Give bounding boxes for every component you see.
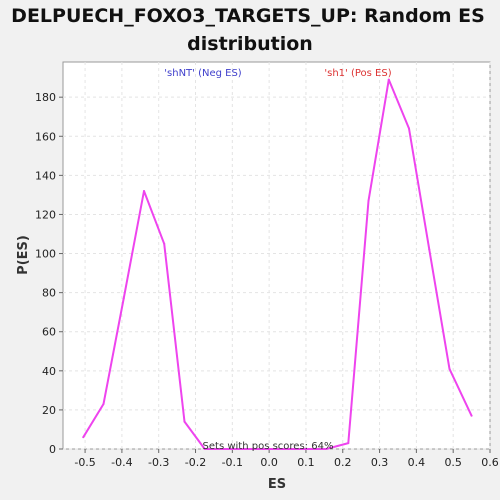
chart-title-line-2: distribution [187,33,313,55]
x-tick-label: 0.5 [444,456,462,469]
x-tick-label: 0.4 [408,456,426,469]
data-point [448,367,451,370]
data-point [203,448,206,450]
x-axis-label: ES [268,477,286,492]
data-point [183,420,186,423]
data-point [408,127,411,130]
x-tick-label: 0.0 [260,456,278,469]
y-tick-label: 60 [42,326,56,339]
data-point [428,248,431,251]
pos-scores-annotation: Sets with pos scores: 64% [203,441,334,452]
y-tick-label: 80 [42,287,56,300]
data-point [284,448,287,450]
x-tick-label: -0.1 [222,456,243,469]
data-point [387,78,390,81]
axis-ticks: -0.5 -0.4 -0.3 -0.2 -0.1 0.0 0.1 0.2 0.3 0.4 0.5 0.… [35,91,499,469]
pos-es-label: 'sh1' (Pos ES) [324,68,391,79]
x-tick-label: -0.4 [111,456,132,469]
series-layer [82,78,473,450]
y-tick-label: 160 [35,130,56,143]
plot-area [62,61,491,450]
x-tick-label: -0.2 [185,456,206,469]
data-point [264,448,267,450]
data-point [163,242,166,245]
x-tick-label: 0.2 [334,456,352,469]
data-point [122,297,125,300]
y-tick-label: 20 [42,404,56,417]
y-axis-label: P(ES) [16,235,31,275]
x-tick-label: 0.3 [371,456,389,469]
y-tick-label: 40 [42,365,56,378]
neg-es-label: 'shNT' (Neg ES) [164,68,242,79]
y-tick-label: 140 [35,169,56,182]
y-tick-label: 180 [35,91,56,104]
x-tick-label: -0.5 [74,456,95,469]
data-point [223,448,226,450]
data-point [325,448,328,450]
data-point [347,442,350,445]
x-tick-label: 0.1 [297,456,315,469]
data-point [102,403,105,406]
chart-title-line-1: DELPUECH_FOXO3_TARGETS_UP: Random ES [11,5,485,27]
x-tick-label: 0.6 [481,456,499,469]
y-tick-label: 100 [35,248,56,261]
grid-lines [63,62,491,450]
data-point [304,448,307,450]
data-point [470,414,473,417]
data-point [244,448,247,450]
series-line [82,78,473,450]
data-point [367,199,370,202]
data-point [82,436,85,439]
y-tick-label: 120 [35,208,56,221]
x-tick-label: -0.3 [148,456,169,469]
y-tick-label: 0 [49,443,56,456]
data-point [142,190,145,192]
